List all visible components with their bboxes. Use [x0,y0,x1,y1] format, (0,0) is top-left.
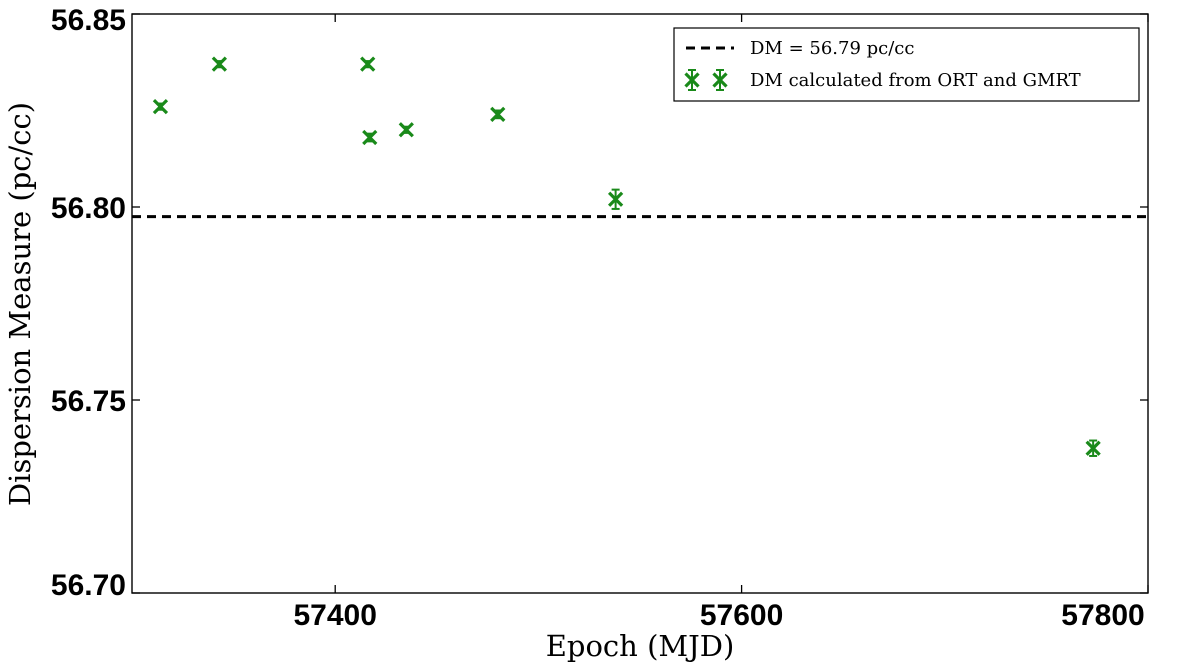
legend-marker-x-2 [712,69,728,91]
data-point [360,56,376,72]
legend-marker-swatch [684,69,728,91]
x-tick-label: 57600 [700,599,783,632]
y-tick-label: 56.70 [51,569,126,602]
y-tick-label: 56.85 [51,4,126,37]
legend-label-series: DM calculated from ORT and GMRT [750,70,1081,91]
tick-labels: 57400 57600 57800 56.70 56.75 56.80 56.85 [51,4,1145,632]
data-point [211,56,228,72]
data-points [152,56,1101,457]
x-axis-title: Epoch (MJD) [546,629,735,663]
legend-box [673,27,1140,102]
data-point [490,106,506,122]
legend: DM = 56.79 pc/cc DM calculated from ORT … [673,27,1140,102]
axis-ticks [132,13,1149,594]
data-point [607,188,624,210]
data-point [1085,439,1101,457]
plot-area [131,13,1149,594]
legend-label-reference: DM = 56.79 pc/cc [750,38,914,59]
x-tick-label: 57400 [293,599,376,632]
y-tick-label: 56.75 [51,385,126,418]
x-tick-label: 57800 [1061,599,1144,632]
data-point [398,122,414,138]
data-point [362,129,378,146]
y-axis-title: Dispersion Measure (pc/cc) [3,102,37,506]
legend-marker-x-1 [684,69,700,91]
data-point [152,99,169,115]
y-tick-label: 56.80 [51,192,126,225]
